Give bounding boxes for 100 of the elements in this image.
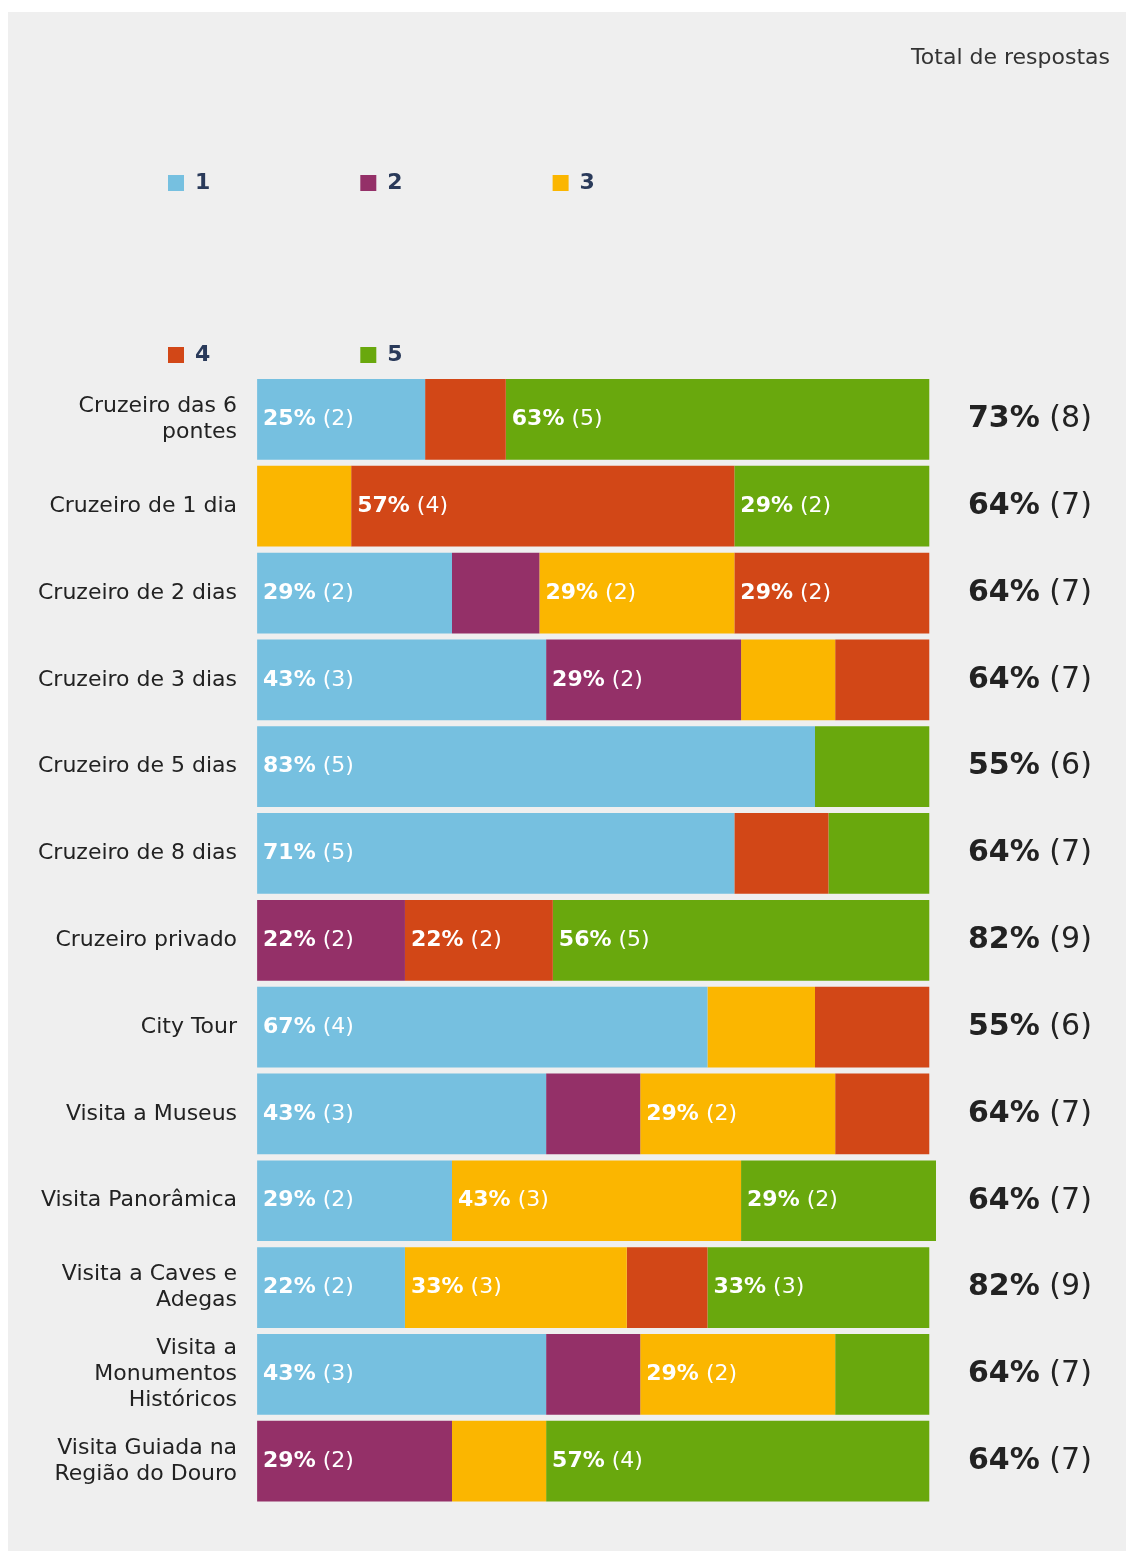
data-label: 43% (3): [263, 1360, 354, 1386]
bar: [257, 1073, 547, 1155]
y-tick-label: Visita a Caves e Adegas: [61, 1260, 238, 1312]
legend-label: 2: [387, 168, 403, 194]
bar: [734, 552, 930, 634]
total-label: 64% (7): [968, 659, 1092, 695]
y-tick-label: Cruzeiro de 5 dias: [37, 752, 238, 778]
bar: [815, 986, 930, 1068]
bar: [828, 813, 930, 894]
data-label: 22% (2): [263, 926, 354, 952]
bar: [640, 1334, 836, 1415]
bar: [452, 552, 540, 634]
y-tick-label: Cruzeiro de 1 dia: [49, 491, 238, 517]
data-label: 22% (2): [263, 1273, 354, 1299]
y-tick-label: Cruzeiro de 8 dias: [37, 839, 238, 865]
bar: [546, 639, 742, 721]
legend-label: 4: [195, 340, 211, 366]
data-label: 33% (3): [713, 1273, 805, 1299]
y-tick-label: Cruzeiro privado: [55, 926, 238, 952]
bar: [835, 639, 930, 721]
bar: [707, 1247, 930, 1328]
bar: [452, 1160, 742, 1242]
total-label: 64% (7): [968, 1354, 1092, 1390]
legend-label: 3: [579, 168, 595, 194]
bar: [257, 726, 815, 808]
total-label: 64% (7): [968, 1440, 1092, 1476]
data-label: 29% (2): [646, 1360, 738, 1386]
total-label: 82% (9): [968, 920, 1092, 956]
bar: [546, 1420, 930, 1502]
bar: [835, 1073, 930, 1155]
bar: [404, 1247, 627, 1328]
data-label: 29% (2): [646, 1099, 738, 1125]
bar: [257, 1334, 547, 1415]
data-label: 71% (5): [263, 839, 354, 865]
total-label: 73% (8): [968, 399, 1092, 435]
total-label: 64% (7): [968, 833, 1092, 869]
bar: [257, 986, 708, 1068]
data-label: 33% (3): [410, 1273, 502, 1299]
total-label: 64% (7): [968, 486, 1092, 522]
data-label: 57% (4): [357, 491, 448, 517]
data-label: 29% (2): [552, 665, 643, 691]
bar: [257, 552, 453, 634]
bar: [539, 552, 735, 634]
bar: [257, 1247, 405, 1328]
bar: [741, 1160, 936, 1242]
bar: [404, 899, 553, 981]
bar: [626, 1247, 708, 1328]
text: Total de respostas: [910, 44, 1110, 69]
y-tick-label: Cruzeiro das 6 pontes: [78, 391, 238, 444]
data-label: 22% (2): [410, 926, 502, 952]
data-label: 29% (2): [545, 578, 637, 604]
bar: [257, 639, 547, 721]
bar: [815, 726, 930, 808]
data-label: 83% (5): [263, 752, 354, 778]
bar: [257, 899, 405, 981]
bar: [546, 1334, 641, 1415]
data-label: 43% (3): [263, 1099, 354, 1125]
bar: [505, 379, 930, 460]
data-label: 63% (5): [511, 405, 603, 431]
bar: [257, 813, 735, 894]
bar: [351, 465, 735, 547]
y-tick-label: Visita a Monumentos Históricos: [94, 1333, 238, 1412]
data-label: 57% (4): [552, 1446, 643, 1472]
data-label: 25% (2): [263, 405, 354, 431]
data-label: 29% (2): [263, 578, 354, 604]
bar: [425, 379, 506, 460]
y-tick-label: Cruzeiro de 3 dias: [37, 665, 238, 691]
data-label: 43% (3): [263, 665, 354, 691]
bar: [257, 1420, 453, 1502]
bar: [452, 1420, 547, 1502]
data-label: 29% (2): [263, 1186, 354, 1212]
data-label: 56% (5): [558, 926, 650, 952]
bar: [707, 986, 815, 1068]
bar: [640, 1073, 836, 1155]
legend-label: 1: [195, 168, 211, 194]
y-tick-label: Visita Guiada na Região do Douro: [54, 1433, 238, 1486]
bar: [734, 465, 930, 547]
bar: [552, 899, 930, 981]
data-label: 29% (2): [747, 1186, 838, 1212]
data-label: 29% (2): [263, 1446, 354, 1472]
total-label: 64% (7): [968, 1180, 1092, 1216]
bar: [257, 1160, 453, 1242]
data-label: 43% (3): [458, 1186, 549, 1212]
bar: [257, 465, 352, 547]
y-tick-label: Cruzeiro de 2 dias: [37, 578, 238, 604]
y-tick-label: Visita Panorâmica: [40, 1186, 238, 1212]
data-label: 67% (4): [263, 1012, 354, 1038]
data-label: 29% (2): [740, 491, 832, 517]
total-label: 64% (7): [968, 572, 1092, 608]
total-label: 55% (6): [968, 746, 1092, 782]
y-tick-label: Visita a Museus: [65, 1099, 238, 1125]
bar: [546, 1073, 641, 1155]
bar: [734, 813, 829, 894]
legend-label: 5: [387, 340, 403, 366]
bar: [835, 1334, 930, 1415]
bar: [741, 639, 836, 721]
total-label: 55% (6): [968, 1006, 1092, 1042]
y-tick-label: City Tour: [140, 1012, 239, 1038]
total-label: 64% (7): [968, 1093, 1092, 1129]
bar: [257, 379, 426, 460]
